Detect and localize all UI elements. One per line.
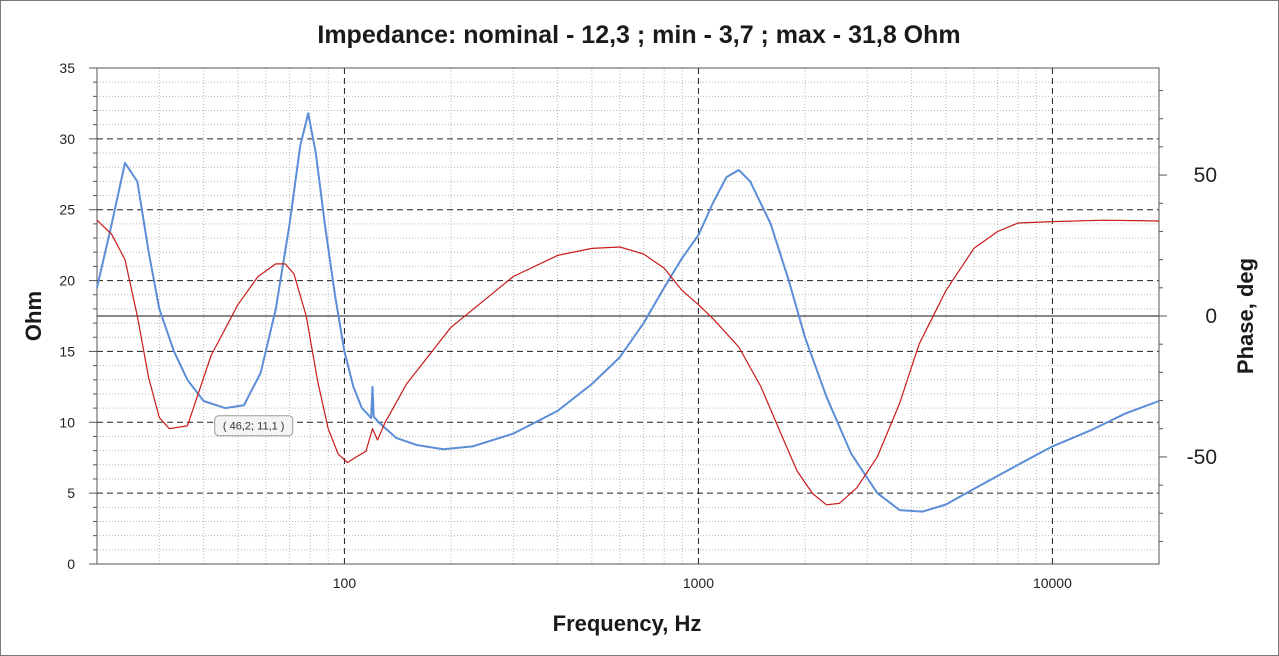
y-tick-label: 35 — [59, 60, 75, 76]
y-tick-label: 30 — [59, 131, 75, 147]
cursor-readout-box — [214, 415, 294, 437]
plot-border — [96, 67, 1160, 565]
x-tick-label: 1000 — [683, 575, 714, 591]
phase-curve — [96, 219, 1160, 506]
y2-axis-title: Phase, deg — [1233, 258, 1258, 374]
y-axis-title: Ohm — [21, 291, 46, 341]
y2-tick-label: 0 — [1205, 305, 1217, 328]
impedance-curve — [96, 112, 1160, 513]
y-tick-label: 5 — [67, 485, 75, 501]
chart-title: Impedance: nominal - 12,3 ; min - 3,7 ; … — [317, 21, 960, 49]
series-lines — [96, 112, 1160, 513]
y2-tick-label: 50 — [1194, 164, 1217, 187]
cursor-readout: ( 46,2; 11,1 ) — [214, 415, 294, 437]
grid — [89, 67, 1167, 565]
y-tick-label: 20 — [59, 273, 75, 289]
y-tick-label: 25 — [59, 202, 75, 218]
x-axis-title: Frequency, Hz — [553, 611, 702, 636]
tick-labels: 0 5 10 15 20 25 30 35 50 0 -50 100 1000 10000 — [59, 60, 1217, 591]
x-tick-label: 10000 — [1033, 575, 1072, 591]
y-tick-label: 10 — [59, 414, 75, 430]
y2-tick-label: -50 — [1187, 446, 1217, 469]
x-tick-label: 100 — [333, 575, 357, 591]
y-tick-label: 0 — [67, 556, 75, 572]
cursor-readout-label: ( 46,2; 11,1 ) — [223, 421, 285, 433]
y-tick-label: 15 — [59, 343, 75, 359]
